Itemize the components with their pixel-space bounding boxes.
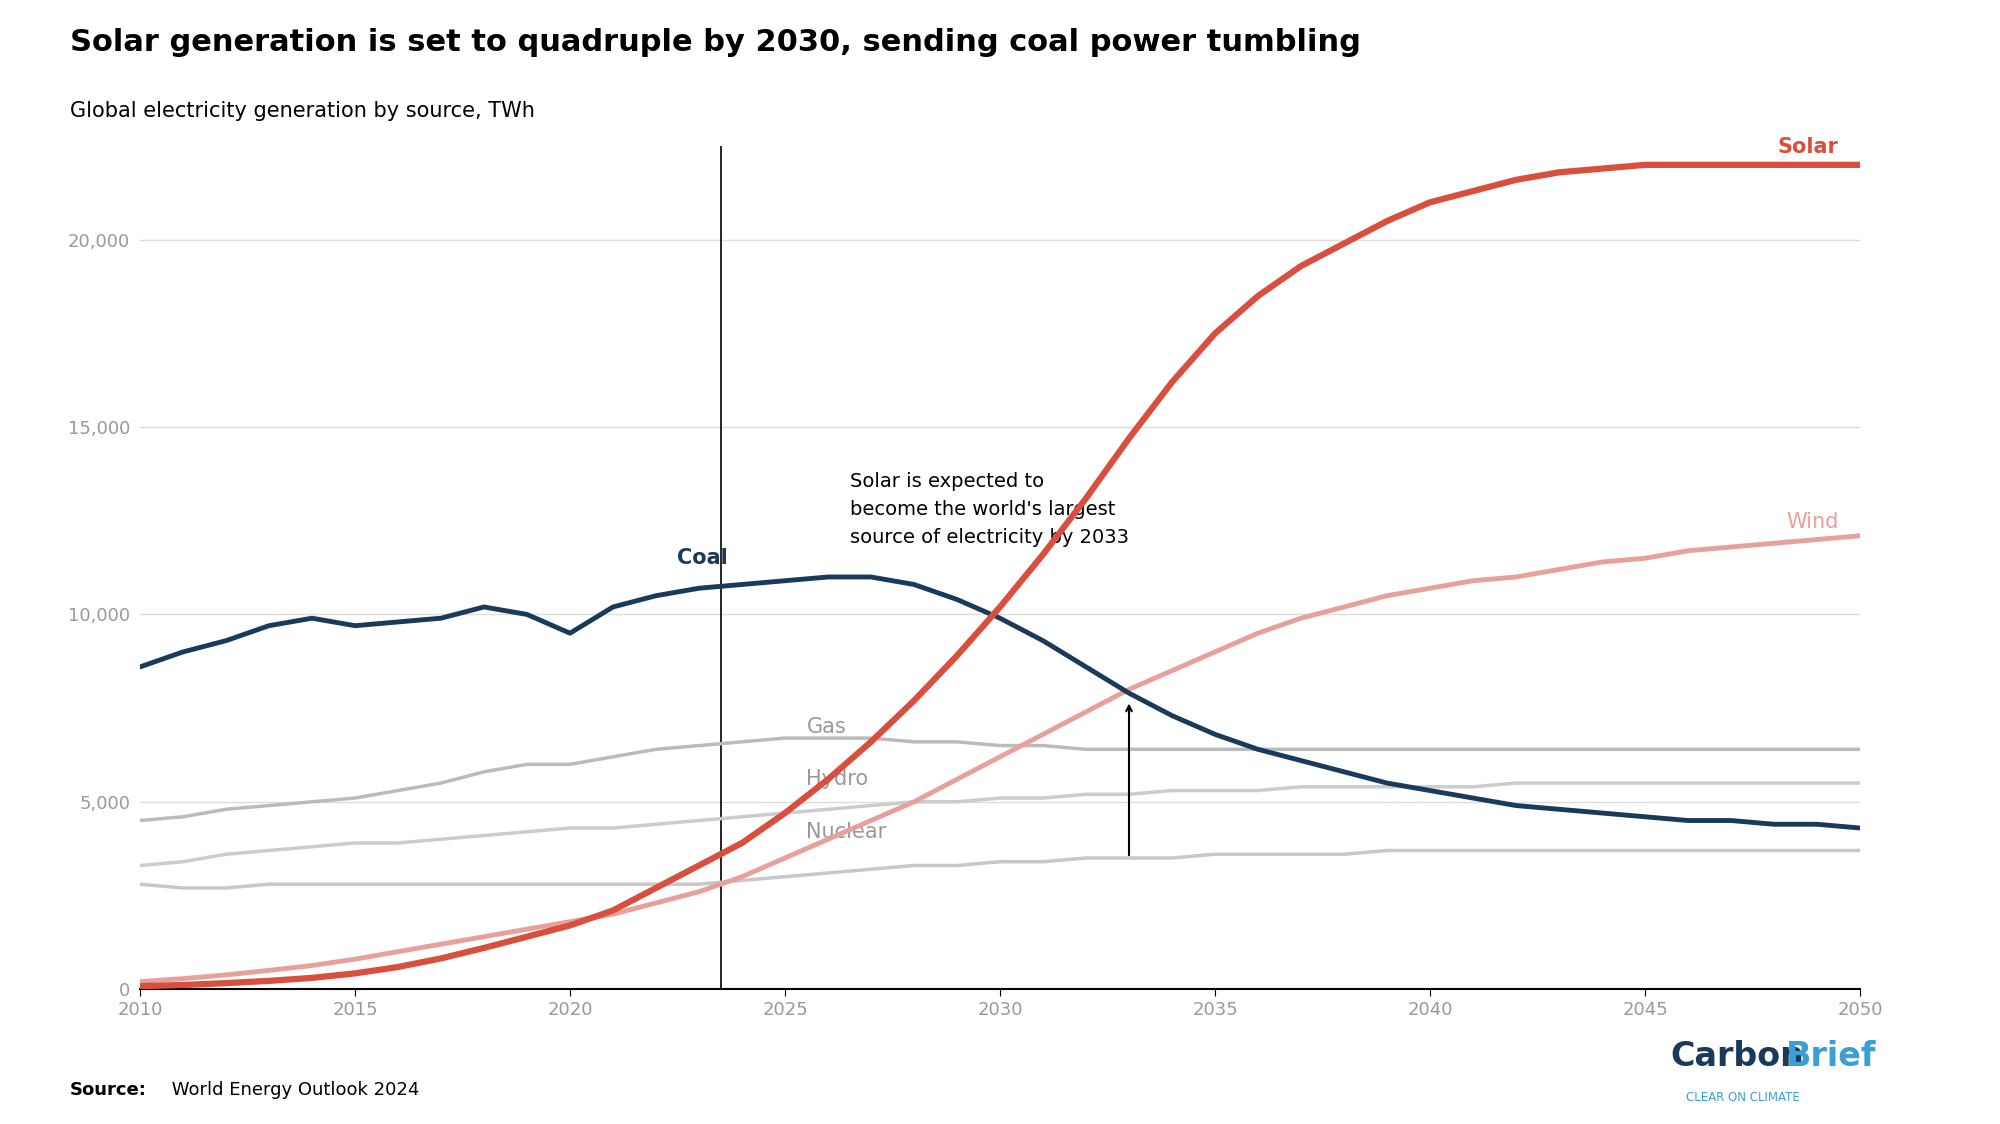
Text: Hydro: Hydro [806,769,868,789]
Text: Solar: Solar [1778,137,1838,157]
Text: Gas: Gas [806,717,846,737]
Text: Source:: Source: [70,1081,146,1099]
Text: Nuclear: Nuclear [806,822,886,842]
Text: Global electricity generation by source, TWh: Global electricity generation by source,… [70,101,534,121]
Text: World Energy Outlook 2024: World Energy Outlook 2024 [166,1081,420,1099]
Text: Brief: Brief [1786,1041,1876,1073]
Text: Wind: Wind [1786,513,1838,532]
Text: CLEAR ON CLIMATE: CLEAR ON CLIMATE [1686,1090,1800,1104]
Text: Solar generation is set to quadruple by 2030, sending coal power tumbling: Solar generation is set to quadruple by … [70,28,1360,57]
Text: Coal: Coal [678,549,728,569]
Text: Solar is expected to
become the world's largest
source of electricity by 2033: Solar is expected to become the world's … [850,472,1128,547]
Text: Carbon: Carbon [1670,1041,1804,1073]
